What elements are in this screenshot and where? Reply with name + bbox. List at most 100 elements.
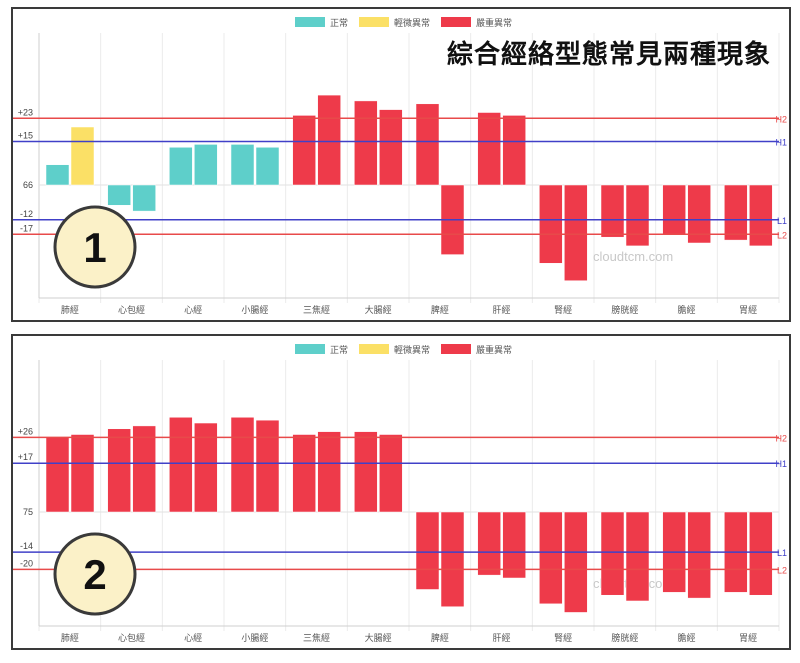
headline: 綜合經絡型態常見兩種現象 (446, 40, 771, 70)
category-label: 膽經 (677, 304, 695, 316)
reference-label-L2: L2 (777, 230, 787, 240)
bar-大腸經-2 (379, 109, 403, 186)
bar-膽經-1 (662, 184, 686, 235)
badge-circle (53, 532, 137, 616)
bar-肝經-2 (502, 115, 526, 186)
badge-number: 2 (83, 551, 106, 598)
bar-膽經-2 (687, 184, 711, 244)
bar-心包經-1 (107, 184, 131, 206)
category-label: 膀胱經 (611, 304, 638, 316)
bar-膽經-2 (687, 511, 711, 599)
bar-胃經-2 (749, 511, 773, 596)
y-tick: -17 (20, 223, 33, 233)
bar-大腸經-1 (354, 100, 378, 186)
category-label: 膽經 (677, 632, 695, 644)
y-tick: +17 (18, 452, 33, 462)
bar-小腸經-2 (255, 147, 280, 186)
bar-心經-1 (169, 147, 193, 186)
category-label: 脾經 (431, 304, 449, 316)
bar-胃經-2 (749, 184, 773, 247)
legend-label: 輕微異常 (394, 344, 430, 356)
bar-心經-1 (169, 417, 193, 513)
legend-swatch (441, 17, 471, 27)
bar-腎經-2 (564, 184, 588, 281)
bar-三焦經-2 (317, 431, 341, 513)
category-label: 肺經 (61, 632, 79, 644)
bar-三焦經-2 (317, 94, 341, 186)
bar-小腸經-1 (230, 417, 255, 513)
category-label: 肝經 (492, 304, 510, 316)
legend-label: 輕微異常 (394, 17, 430, 29)
y-tick: -14 (20, 541, 33, 551)
bar-三焦經-1 (292, 115, 316, 186)
bar-肝經-1 (477, 511, 501, 576)
category-label: 脾經 (431, 632, 449, 644)
category-label: 膀胱經 (611, 632, 638, 644)
bar-肝經-2 (502, 511, 526, 579)
category-label: 心經 (184, 304, 202, 316)
reference-label-L1: L1 (777, 548, 787, 558)
bar-腎經-1 (539, 184, 563, 264)
bar-脾經-1 (415, 103, 440, 186)
category-label: 心經 (184, 632, 202, 644)
bar-脾經-1 (415, 511, 440, 590)
reference-label-H2: H2 (775, 433, 787, 443)
category-label: 大腸經 (365, 304, 392, 316)
reference-label-H1: H1 (775, 138, 787, 148)
category-label: 心包經 (118, 304, 145, 316)
bar-小腸經-2 (255, 419, 280, 513)
chart-panel-1: 正常 輕微異常 嚴重異常 66 cloudtcm.com +23 H2 +15 H1 -12 L1 -… (11, 7, 791, 322)
chart-1: 正常 輕微異常 嚴重異常 66 cloudtcm.com +23 H2 +15 H1 -12 L1 -… (13, 17, 787, 316)
category-label: 三焦經 (303, 632, 330, 644)
legend-label: 正常 (330, 17, 348, 29)
bar-心包經-2 (132, 425, 156, 513)
bar-心經-2 (194, 422, 218, 513)
y-tick: -12 (20, 209, 33, 219)
bar-大腸經-2 (379, 434, 403, 513)
chart-2: 正常輕微異常嚴重異常75cloudtcm.com+26H2+17H1-14L1-… (13, 344, 787, 644)
badge-number: 1 (83, 224, 106, 271)
y-tick: -20 (20, 558, 33, 568)
bar-大腸經-1 (354, 431, 378, 513)
legend-swatch (359, 344, 389, 354)
y-tick-baseline: 66 (23, 180, 33, 190)
category-label: 大腸經 (365, 632, 392, 644)
category-label: 胃經 (739, 632, 757, 644)
reference-label-L2: L2 (777, 565, 787, 575)
bar-胃經-1 (724, 184, 748, 241)
badge-circle (53, 205, 137, 289)
reference-label-H1: H1 (775, 459, 787, 469)
category-label: 三焦經 (303, 304, 330, 316)
y-tick: +15 (18, 131, 33, 141)
legend-swatch (441, 344, 471, 354)
bar-脾經-2 (440, 511, 465, 607)
bar-小腸經-1 (230, 144, 255, 186)
reference-label-H2: H2 (775, 114, 787, 124)
category-label: 腎經 (554, 632, 572, 644)
legend-swatch (295, 344, 325, 354)
reference-label-L1: L1 (777, 216, 787, 226)
category-label: 胃經 (739, 304, 757, 316)
bar-腎經-2 (564, 511, 588, 613)
watermark: cloudtcm.com (593, 249, 673, 264)
bar-膀胱經-1 (600, 184, 625, 238)
bar-腎經-1 (539, 511, 563, 605)
y-tick: +23 (18, 107, 33, 117)
bar-膀胱經-1 (600, 511, 625, 596)
y-tick-baseline: 75 (23, 507, 33, 517)
bar-肝經-1 (477, 112, 501, 186)
bar-心經-2 (194, 144, 218, 186)
category-label: 小腸經 (241, 632, 268, 644)
bar-心包經-2 (132, 184, 156, 212)
legend-swatch (359, 17, 389, 27)
y-tick: +26 (18, 426, 33, 436)
category-label: 肺經 (61, 304, 79, 316)
category-label: 小腸經 (241, 304, 268, 316)
legend-swatch (295, 17, 325, 27)
category-label: 心包經 (118, 632, 145, 644)
category-label: 肝經 (492, 632, 510, 644)
bar-肺經-1 (45, 164, 70, 186)
legend-label: 嚴重異常 (476, 344, 512, 356)
category-label: 腎經 (554, 304, 572, 316)
legend-label: 嚴重異常 (476, 17, 512, 29)
